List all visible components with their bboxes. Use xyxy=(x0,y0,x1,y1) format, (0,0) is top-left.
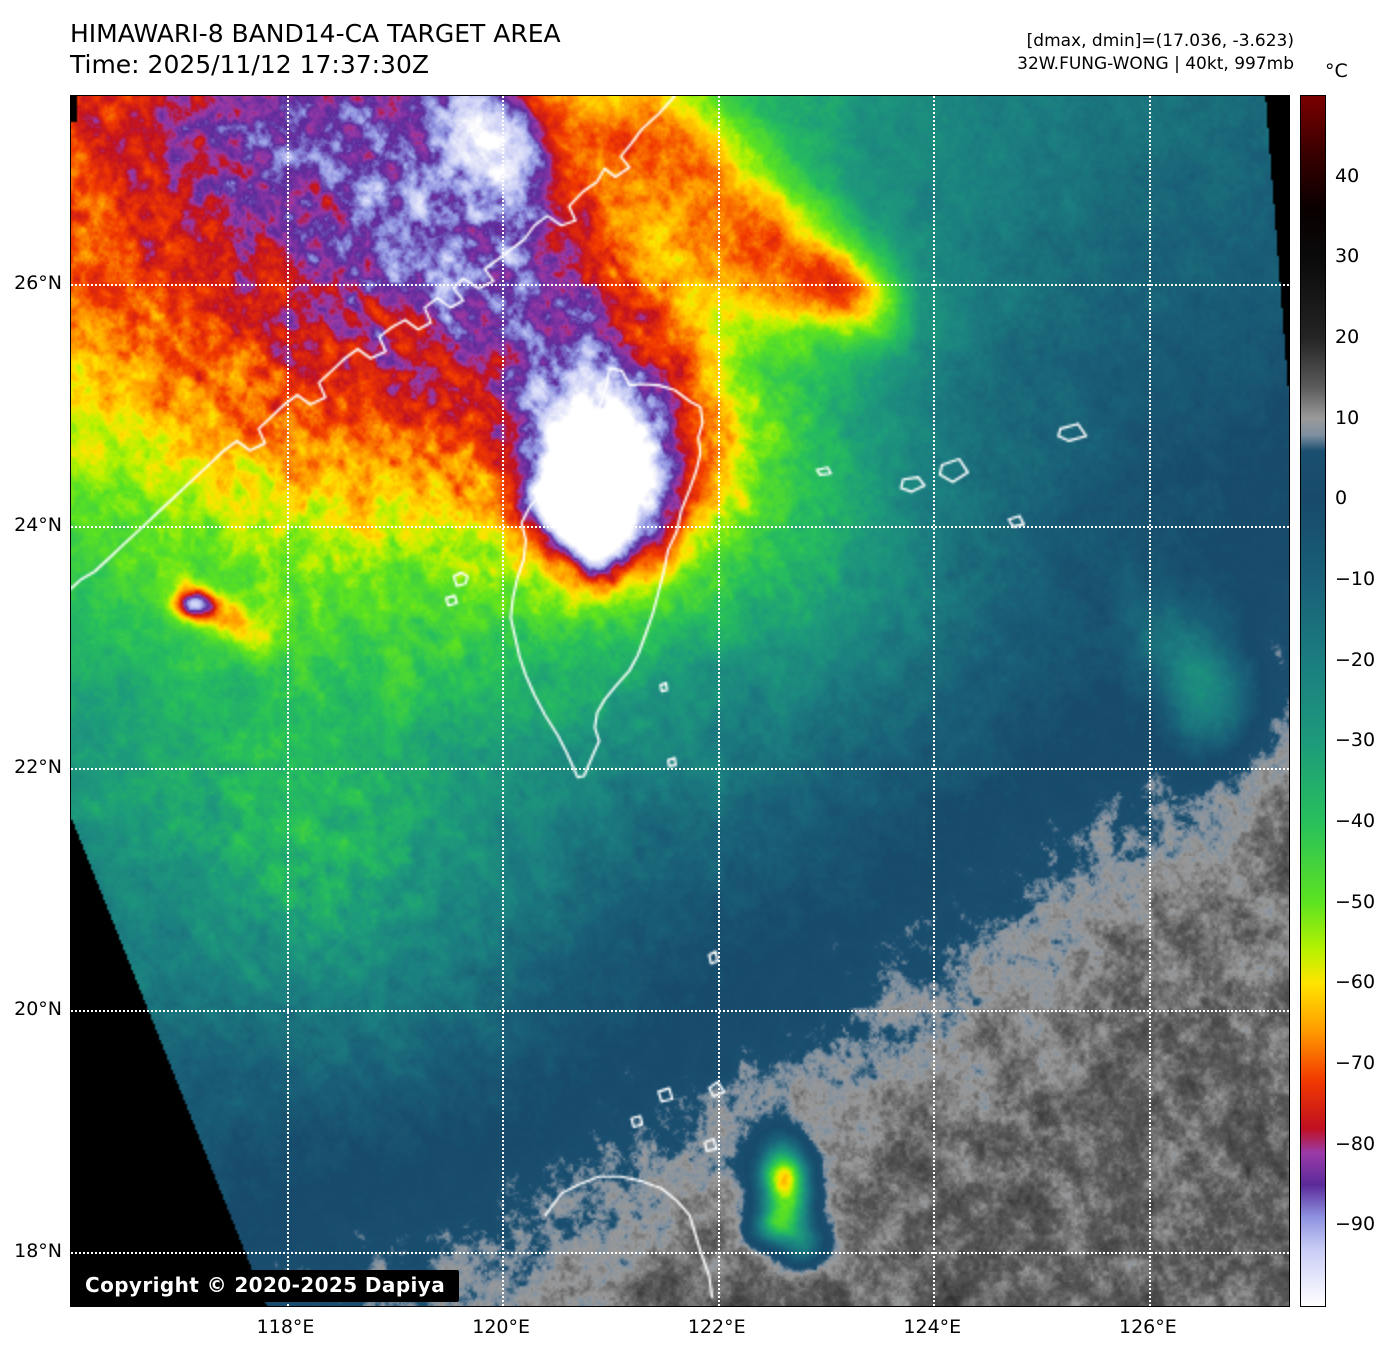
colorbar xyxy=(1300,95,1326,1307)
gridline-lat-26 xyxy=(71,283,1289,286)
page-title: HIMAWARI-8 BAND14-CA TARGET AREA Time: 2… xyxy=(70,18,561,80)
colorbar-tick-7: −30 xyxy=(1335,729,1376,752)
storm-info-readout: 32W.FUNG-WONG | 40kt, 997mb xyxy=(1017,54,1294,74)
colorbar-unit-label: °C xyxy=(1325,60,1348,82)
satellite-imagery-canvas xyxy=(71,96,1289,1306)
latitude-tick-label-4: 18°N xyxy=(14,1239,62,1262)
latitude-tick-label-0: 26°N xyxy=(14,271,62,294)
longitude-tick-label-0: 118°E xyxy=(256,1316,315,1338)
longitude-tick-label-3: 124°E xyxy=(903,1316,962,1338)
longitude-tick-label-4: 126°E xyxy=(1118,1316,1177,1338)
colorbar-tick-12: −80 xyxy=(1335,1132,1376,1155)
gridline-lon-118 xyxy=(286,96,289,1306)
gridline-lat-22 xyxy=(71,767,1289,770)
colorbar-tick-11: −70 xyxy=(1335,1052,1376,1074)
gridline-lat-24 xyxy=(71,525,1289,528)
latitude-tick-label-2: 22°N xyxy=(14,755,62,778)
colorbar-tick-6: −20 xyxy=(1335,648,1376,671)
gridline-lon-122 xyxy=(717,96,720,1306)
colorbar-tick-0: 40 xyxy=(1335,164,1360,187)
gridline-lon-120 xyxy=(502,96,505,1306)
colorbar-tick-1: 30 xyxy=(1335,245,1360,268)
product-title: HIMAWARI-8 BAND14-CA TARGET AREA xyxy=(70,19,561,48)
colorbar-tick-8: −40 xyxy=(1335,810,1376,832)
satellite-image-plot: Copyright © 2020-2025 Dapiya xyxy=(70,95,1290,1307)
colorbar-tick-9: −50 xyxy=(1335,890,1376,913)
header-metadata: [dmax, dmin]=(17.036, -3.623) 32W.FUNG-W… xyxy=(1017,30,1294,76)
latitude-tick-label-3: 20°N xyxy=(14,997,62,1020)
gridline-lat-18 xyxy=(71,1251,1289,1254)
gridline-lon-126 xyxy=(1148,96,1151,1306)
colorbar-tick-10: −60 xyxy=(1335,971,1376,994)
gridline-lon-124 xyxy=(933,96,936,1306)
colorbar-tick-3: 10 xyxy=(1335,406,1360,429)
longitude-tick-label-2: 122°E xyxy=(687,1316,746,1338)
copyright-banner: Copyright © 2020-2025 Dapiya xyxy=(75,1270,460,1302)
colorbar-tick-2: 20 xyxy=(1335,326,1360,348)
latitude-tick-label-1: 24°N xyxy=(14,513,62,536)
gridline-lat-20 xyxy=(71,1009,1289,1012)
observation-time: Time: 2025/11/12 17:37:30Z xyxy=(70,50,429,79)
colorbar-tick-5: −10 xyxy=(1335,568,1376,590)
colorbar-gradient xyxy=(1301,96,1325,1306)
longitude-tick-label-1: 120°E xyxy=(472,1316,531,1338)
dmax-dmin-readout: [dmax, dmin]=(17.036, -3.623) xyxy=(1026,31,1294,51)
colorbar-tick-13: −90 xyxy=(1335,1213,1376,1236)
colorbar-tick-4: 0 xyxy=(1335,487,1348,510)
